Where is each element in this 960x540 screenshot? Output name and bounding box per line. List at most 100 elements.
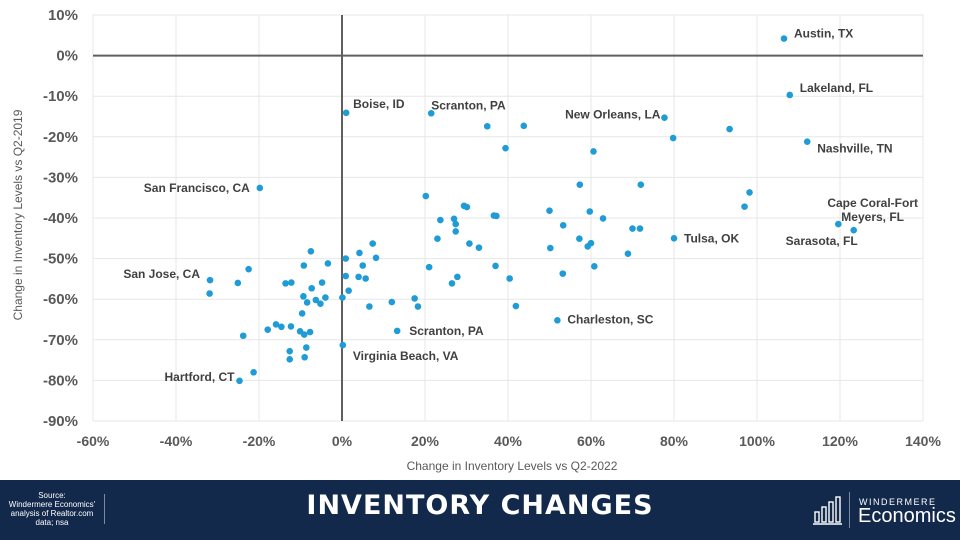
data-point <box>483 122 491 130</box>
point-label: Boise, ID <box>353 97 405 111</box>
source-line: analysis of Realtor.com <box>10 509 94 518</box>
data-point <box>411 295 418 302</box>
point-label: Tulsa, OK <box>684 231 739 245</box>
data-point <box>301 353 308 361</box>
data-point <box>288 279 295 286</box>
bar-chart-logo-icon <box>813 496 842 525</box>
point-label: New Orleans, LA <box>565 108 661 122</box>
data-point <box>345 287 352 294</box>
data-point <box>422 192 430 200</box>
data-point <box>576 181 584 189</box>
point-label: Meyers, FL <box>841 210 904 224</box>
y-tick-label: 0% <box>56 48 78 65</box>
data-point <box>278 323 285 331</box>
data-point <box>282 280 289 287</box>
data-point <box>741 203 748 210</box>
data-point <box>637 181 645 189</box>
y-tick-label: -30% <box>43 169 78 186</box>
data-point <box>506 275 513 282</box>
data-point <box>356 249 363 257</box>
data-point <box>512 302 520 310</box>
page-title: INVENTORY CHANGES <box>306 490 654 521</box>
x-tick-label: 140% <box>905 433 941 449</box>
data-point <box>286 347 294 355</box>
data-point <box>520 122 528 130</box>
data-point-labeled <box>342 109 350 117</box>
point-label: Cape Coral-Fort <box>827 196 918 210</box>
data-point <box>586 208 594 215</box>
data-point <box>300 331 308 338</box>
data-point-labeled <box>427 109 435 117</box>
data-point <box>492 262 499 270</box>
data-point <box>303 299 311 306</box>
data-point <box>746 189 753 196</box>
x-tick-label: 120% <box>822 433 858 449</box>
y-tick-label: -40% <box>43 210 78 227</box>
y-tick-label: -10% <box>43 88 78 105</box>
data-point <box>239 332 247 340</box>
data-point <box>466 240 473 247</box>
point-label: San Francisco, CA <box>144 181 250 195</box>
data-point <box>437 216 444 224</box>
data-point-labeled <box>236 377 243 385</box>
data-point-labeled <box>850 226 857 234</box>
y-tick-label: -60% <box>43 291 78 308</box>
x-tick-label: 0% <box>332 433 353 449</box>
data-point <box>576 235 583 243</box>
data-point <box>669 134 677 142</box>
data-point <box>463 203 471 211</box>
point-label: Virginia Beach, VA <box>353 349 459 363</box>
data-point <box>250 368 257 376</box>
brand-name-bottom: Economics <box>858 505 956 527</box>
data-point <box>342 255 350 262</box>
point-label: Scranton, PA <box>431 98 506 112</box>
y-tick-label: -80% <box>43 372 78 389</box>
data-point-labeled <box>256 184 264 192</box>
point-label: Hartford, CT <box>164 370 235 384</box>
data-point <box>590 148 597 155</box>
brand-divider <box>849 492 850 528</box>
y-tick-label: -50% <box>43 251 78 268</box>
footer-bar <box>0 480 960 540</box>
source-note: Source: Windermere Economics' analysis o… <box>6 491 98 527</box>
data-point <box>339 294 346 301</box>
data-point <box>307 247 315 255</box>
source-line: Windermere Economics' <box>8 500 96 509</box>
y-axis-title: Change in Inventory Levels vs Q2-2019 <box>11 109 25 320</box>
data-point <box>475 244 483 251</box>
data-point <box>206 290 213 297</box>
point-label: Charleston, SC <box>567 312 653 326</box>
scatter-chart: 10% 0% -10% -20% -30% -40% -50% -60% -70% -80% -90… <box>11 7 941 473</box>
x-tick-label: -60% <box>77 433 110 449</box>
data-point <box>591 263 598 270</box>
point-label: San Jose, CA <box>123 267 200 281</box>
data-point <box>599 215 607 222</box>
data-point <box>318 279 326 286</box>
source-divider <box>104 494 105 524</box>
point-labels: Austin, TX Lakeland, FL Nashville, TN Cape … <box>123 27 918 384</box>
data-point <box>493 212 500 220</box>
data-point <box>372 254 380 262</box>
data-point <box>245 265 252 273</box>
data-point <box>300 262 308 269</box>
x-tick-label: 100% <box>739 433 775 449</box>
data-point-labeled <box>206 276 214 284</box>
y-tick-label: 10% <box>48 7 78 24</box>
data-point <box>234 279 242 287</box>
data-point <box>559 222 567 229</box>
data-point <box>272 321 280 328</box>
data-point <box>308 284 316 292</box>
data-point <box>355 273 362 281</box>
data-point <box>362 275 369 282</box>
data-point <box>342 272 350 280</box>
data-point <box>369 240 377 247</box>
x-axis-title: Change in Inventory Levels vs Q2-2022 <box>407 459 618 473</box>
x-tick-label: 40% <box>494 433 523 449</box>
data-point <box>287 323 295 330</box>
data-point <box>366 303 373 310</box>
x-tick-label: 60% <box>577 433 606 449</box>
data-point-labeled <box>670 235 678 242</box>
y-tick-label: -70% <box>43 332 78 349</box>
tick-labels: 10% 0% -10% -20% -30% -40% -50% -60% -70% -80% -90… <box>43 7 941 449</box>
data-point <box>546 207 553 214</box>
